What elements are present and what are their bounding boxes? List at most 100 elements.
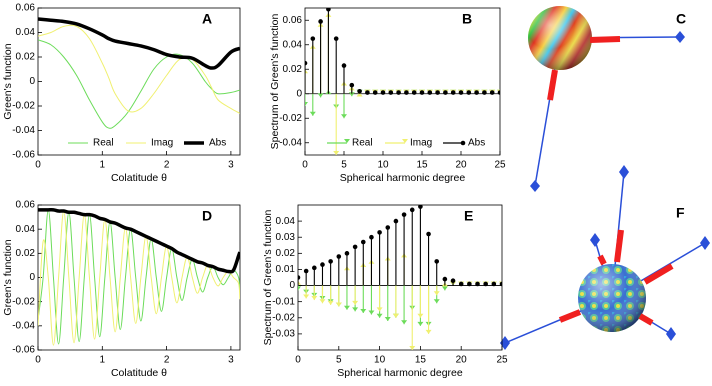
y-axis-label: Spectrum of Green's function bbox=[269, 14, 281, 150]
sphere-f: F bbox=[500, 165, 710, 350]
x-tick-label: 0 bbox=[35, 160, 41, 171]
marks bbox=[38, 207, 240, 346]
x-axis-label: Colatitude θ bbox=[111, 172, 167, 184]
stem-marker bbox=[467, 281, 472, 287]
y-tick-label: -0.04 bbox=[279, 137, 302, 148]
legend-label: Imag bbox=[151, 138, 173, 149]
stem-marker bbox=[348, 92, 355, 97]
x-tick-label: 0 bbox=[35, 355, 41, 366]
x-tick-label: 15 bbox=[415, 355, 427, 366]
y-tick-label: 0.06 bbox=[16, 200, 36, 211]
stem-marker bbox=[305, 69, 308, 74]
stem-marker bbox=[384, 317, 391, 321]
stem-marker bbox=[491, 281, 497, 287]
stem-marker bbox=[466, 90, 472, 95]
y-tick-label: 0 bbox=[296, 88, 302, 99]
y-tick-label: 0.06 bbox=[283, 15, 303, 26]
y-tick-label: 0.02 bbox=[276, 248, 296, 259]
stem-marker bbox=[419, 90, 425, 95]
y-tick-label: -0.06 bbox=[12, 150, 35, 161]
y-tick-label: -0.06 bbox=[12, 345, 35, 356]
stem-marker bbox=[298, 275, 301, 280]
stem-marker bbox=[368, 310, 375, 315]
stem-marker bbox=[404, 90, 409, 95]
stem-marker bbox=[328, 259, 333, 264]
y-tick-label: -0.04 bbox=[12, 320, 35, 331]
stem-marker bbox=[489, 90, 495, 95]
stem-marker bbox=[335, 302, 342, 307]
y-tick-label: -0.02 bbox=[272, 312, 295, 323]
x-tick-label: 25 bbox=[496, 355, 508, 366]
stem-marker bbox=[499, 281, 502, 287]
panel-letter: D bbox=[202, 208, 212, 224]
stem-marker bbox=[443, 90, 448, 95]
stem-marker bbox=[352, 244, 358, 250]
legend-item: Abs bbox=[184, 138, 226, 149]
x-tick-label: 3 bbox=[228, 160, 234, 171]
y-tick-label: 0.02 bbox=[16, 52, 36, 63]
stem-marker bbox=[318, 19, 323, 24]
y-tick-label: -0.02 bbox=[279, 113, 302, 124]
stem-marker bbox=[441, 286, 448, 291]
stem-marker bbox=[305, 102, 308, 106]
y-tick-label: 0 bbox=[29, 272, 35, 283]
legend-label: Abs bbox=[468, 138, 485, 149]
y-tick-label: -0.04 bbox=[12, 125, 35, 136]
panel-letter: F bbox=[676, 205, 685, 221]
y-tick-label: -0.02 bbox=[12, 101, 35, 112]
y-tick-label: 0.04 bbox=[276, 216, 296, 227]
legend-marker bbox=[344, 139, 350, 143]
legend-item: Real bbox=[68, 138, 114, 149]
stem-marker bbox=[425, 329, 432, 334]
legend-label: Abs bbox=[209, 138, 226, 149]
legend-marker bbox=[402, 139, 408, 143]
stem-marker bbox=[442, 276, 448, 282]
stem-marker bbox=[320, 262, 325, 267]
x-tick-label: 0 bbox=[295, 355, 301, 366]
stem-marker bbox=[427, 90, 433, 95]
stem-marker bbox=[396, 90, 401, 95]
marks bbox=[305, 8, 500, 155]
stem-marker bbox=[380, 90, 386, 95]
stem-marker bbox=[376, 307, 383, 312]
stem-marker bbox=[417, 313, 424, 318]
x-tick-label: 5 bbox=[336, 355, 342, 366]
stem-marker bbox=[341, 63, 347, 68]
stem-marker bbox=[483, 281, 488, 287]
y-axis-label: Green's function bbox=[2, 239, 14, 315]
x-tick-label: 25 bbox=[494, 160, 506, 171]
legend-item: Imag bbox=[385, 138, 432, 149]
stem-marker bbox=[305, 60, 308, 66]
stem-marker bbox=[327, 300, 334, 305]
stem-marker bbox=[385, 225, 391, 230]
legend-marker bbox=[460, 140, 466, 146]
stem-marker bbox=[317, 93, 324, 98]
plot-frame bbox=[37, 204, 241, 351]
y-tick-label: 0.04 bbox=[16, 27, 36, 38]
marks bbox=[298, 205, 502, 350]
stem-marker bbox=[418, 205, 423, 209]
stem-marker bbox=[349, 82, 355, 88]
stem-marker bbox=[352, 300, 359, 305]
y-tick-label: -0.01 bbox=[272, 296, 295, 307]
series-line bbox=[38, 39, 240, 129]
series-line bbox=[38, 24, 240, 114]
stem-marker bbox=[482, 90, 487, 95]
stem-marker bbox=[309, 111, 316, 116]
stem-marker bbox=[341, 114, 347, 119]
stem-marker bbox=[352, 307, 359, 312]
legend-label: Real bbox=[93, 138, 114, 149]
panel: -0.06 -0.04 -0.02 0 0.02 0.04 0.06 0 1 2 3 Colatitu… bbox=[2, 200, 241, 379]
sphere-c: C bbox=[528, 6, 686, 192]
panel: -0.04 -0.02 0 0.02 0.04 0.06 0 5 10 15 20 25 Spheric… bbox=[269, 7, 506, 184]
panel: -0.06 -0.04 -0.02 0 0.02 0.04 0.06 0 1 2 3 Colatitu… bbox=[2, 3, 241, 184]
stem-marker bbox=[344, 251, 350, 256]
legend-item: Real bbox=[327, 138, 373, 149]
stem-marker bbox=[333, 151, 340, 155]
stem-marker bbox=[497, 90, 500, 95]
y-tick-label: 0.02 bbox=[16, 248, 36, 259]
stem-marker bbox=[303, 268, 309, 274]
stem-marker bbox=[298, 286, 301, 291]
y-tick-label: 0.03 bbox=[276, 232, 296, 243]
x-tick-label: 15 bbox=[416, 160, 428, 171]
